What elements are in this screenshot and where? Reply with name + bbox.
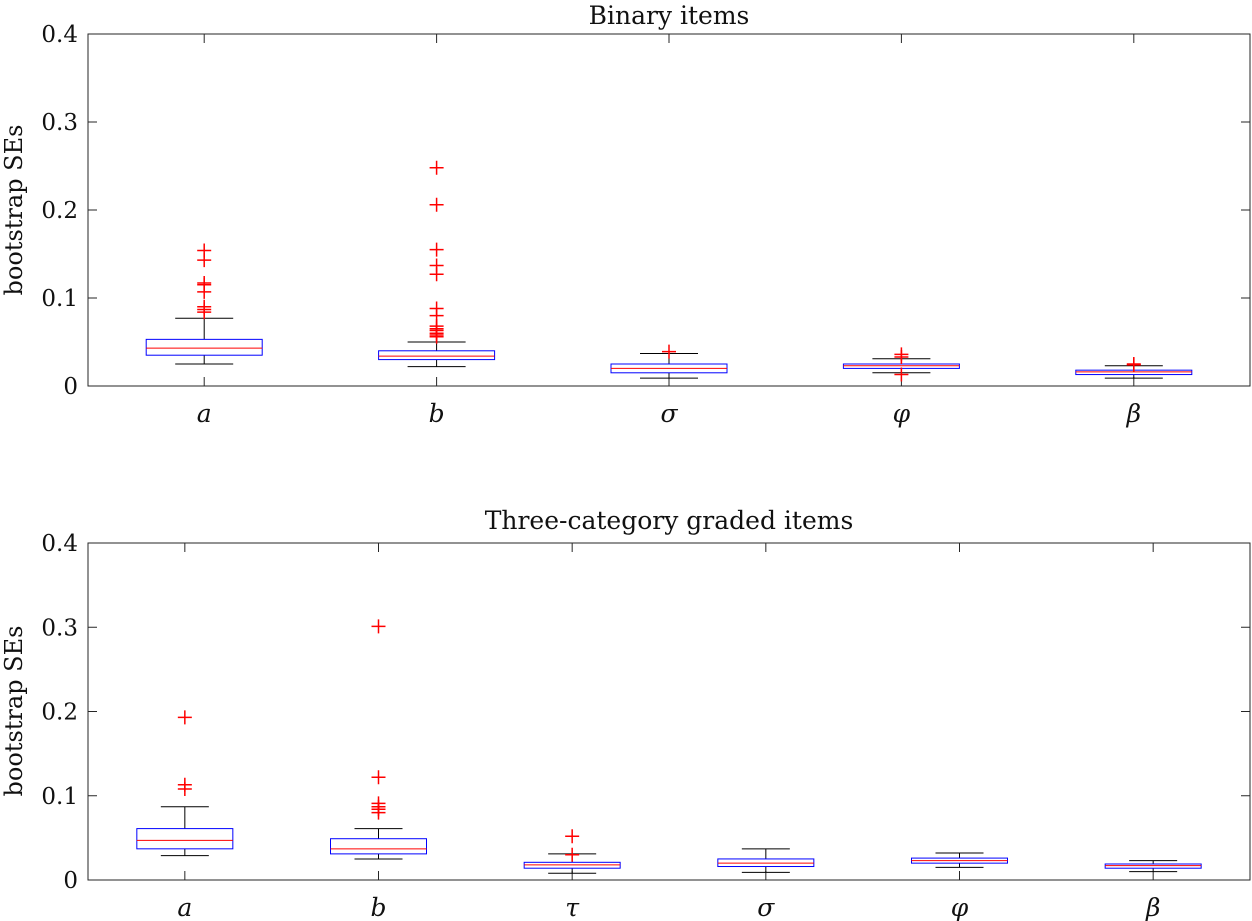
- outlier-marker: [429, 197, 444, 212]
- y-tick-label: 0.4: [41, 22, 78, 48]
- outlier-marker: [1126, 357, 1141, 371]
- graded-items-panel: Three-category graded items bootstrap SE…: [0, 506, 1251, 921]
- y-tick-label: 0: [63, 868, 78, 894]
- binary-items-panel: Binary items bootstrap SEs 0 0.1 0.2 0.3 0.4…: [0, 1, 1251, 428]
- y-tick-label: 0.3: [41, 110, 78, 136]
- y-axis-label: bootstrap SEs: [0, 125, 28, 296]
- x-category-label: β: [1145, 893, 1160, 921]
- chart-title: Binary items: [589, 1, 750, 30]
- outlier-marker: [429, 301, 444, 316]
- outlier-marker: [662, 344, 676, 359]
- outlier-marker: [429, 258, 444, 273]
- plot-area: 0 0.1 0.2 0.3 0.4 a b σ φ β: [41, 22, 1251, 428]
- outlier-marker: [371, 770, 386, 785]
- outlier-marker: [565, 829, 580, 844]
- outlier-marker: [371, 619, 386, 634]
- outlier-marker: [197, 299, 212, 314]
- y-tick-label: 0.4: [41, 531, 78, 557]
- plot-area: 0 0.1 0.2 0.3 0.4 a b τ σ φ β: [41, 531, 1251, 921]
- y-tick-label: 0.3: [41, 615, 78, 641]
- outlier-marker: [177, 710, 192, 725]
- x-category-label: φ: [893, 399, 911, 428]
- axes-frame: [87, 542, 1251, 881]
- x-category-label: a: [177, 893, 192, 921]
- x-category-label: b: [429, 399, 445, 428]
- iqr-box: [330, 838, 427, 855]
- outlier-marker: [429, 160, 444, 175]
- outlier-marker: [197, 243, 212, 258]
- iqr-box: [145, 338, 263, 356]
- y-tick-label: 0.1: [41, 286, 78, 312]
- y-tick-label: 0: [63, 374, 78, 400]
- y-tick-label: 0.2: [41, 700, 78, 726]
- y-axis-label: bootstrap SEs: [0, 626, 28, 797]
- outlier-marker: [894, 367, 909, 382]
- iqr-box: [378, 350, 496, 361]
- iqr-box: [136, 828, 234, 850]
- y-tick-label: 0.1: [41, 784, 78, 810]
- outlier-marker: [177, 777, 192, 792]
- outlier-marker: [371, 796, 386, 811]
- outlier-marker: [429, 242, 444, 257]
- x-category-label: β: [1126, 399, 1141, 428]
- chart-title: Three-category graded items: [485, 506, 854, 535]
- x-category-label: φ: [951, 893, 969, 921]
- x-category-label: σ: [660, 399, 678, 428]
- x-category-label: b: [370, 893, 386, 921]
- outlier-marker: [197, 276, 212, 291]
- y-tick-label: 0.2: [41, 198, 78, 224]
- x-category-label: a: [197, 399, 212, 428]
- x-category-label: σ: [757, 893, 775, 921]
- axes-frame: [87, 33, 1251, 387]
- outlier-marker: [894, 347, 909, 362]
- x-category-label: τ: [565, 893, 580, 921]
- outlier-marker: [565, 847, 580, 862]
